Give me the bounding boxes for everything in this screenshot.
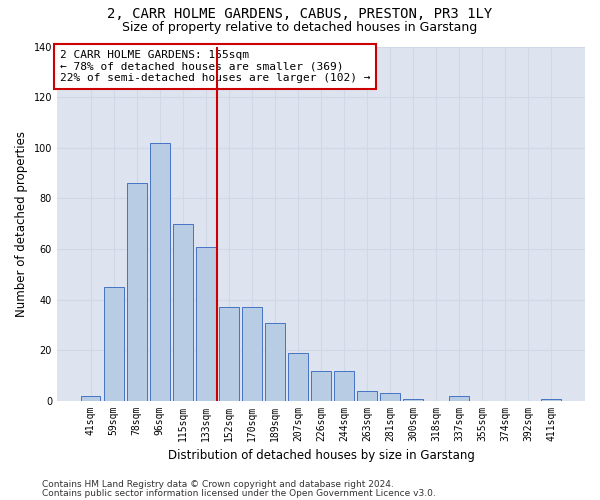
Bar [265, 322, 284, 401]
Bar [150, 142, 170, 401]
Bar [403, 398, 423, 401]
Bar [242, 308, 262, 401]
Bar [196, 246, 215, 401]
X-axis label: Distribution of detached houses by size in Garstang: Distribution of detached houses by size … [167, 450, 475, 462]
Bar [357, 391, 377, 401]
Text: 2 CARR HOLME GARDENS: 155sqm
← 78% of detached houses are smaller (369)
22% of s: 2 CARR HOLME GARDENS: 155sqm ← 78% of de… [59, 50, 370, 83]
Bar [311, 370, 331, 401]
Bar [127, 184, 146, 401]
Bar [173, 224, 193, 401]
Bar [219, 308, 239, 401]
Text: Contains public sector information licensed under the Open Government Licence v3: Contains public sector information licen… [42, 488, 436, 498]
Y-axis label: Number of detached properties: Number of detached properties [15, 131, 28, 317]
Text: Size of property relative to detached houses in Garstang: Size of property relative to detached ho… [122, 21, 478, 34]
Bar [334, 370, 354, 401]
Bar [288, 353, 308, 401]
Bar [449, 396, 469, 401]
Bar [380, 394, 400, 401]
Bar [81, 396, 100, 401]
Text: Contains HM Land Registry data © Crown copyright and database right 2024.: Contains HM Land Registry data © Crown c… [42, 480, 394, 489]
Bar [104, 287, 124, 401]
Text: 2, CARR HOLME GARDENS, CABUS, PRESTON, PR3 1LY: 2, CARR HOLME GARDENS, CABUS, PRESTON, P… [107, 8, 493, 22]
Bar [541, 398, 561, 401]
